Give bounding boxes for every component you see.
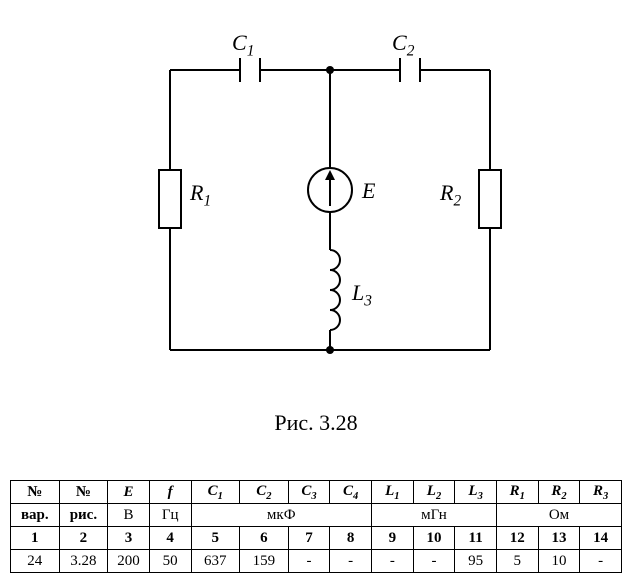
table-header-cell: L2 bbox=[413, 481, 455, 504]
table-unit-cell: мГн bbox=[372, 504, 497, 527]
table-header-cell: вар. bbox=[11, 504, 60, 527]
label-c2: C2 bbox=[392, 30, 414, 60]
table-unit-cell: мкФ bbox=[191, 504, 372, 527]
label-l3: L3 bbox=[352, 280, 372, 310]
table-header-cell: C1 bbox=[191, 481, 240, 504]
table-data-cell: - bbox=[372, 550, 414, 573]
table-data-cell: 50 bbox=[149, 550, 191, 573]
data-table: №№EfC1C2C3C4L1L2L3R1R2R3вар.рис.ВГцмкФмГ… bbox=[10, 480, 622, 573]
table-data-cell: - bbox=[413, 550, 455, 573]
table-colnum-cell: 5 bbox=[191, 527, 240, 550]
table-colnum-cell: 8 bbox=[330, 527, 372, 550]
table-colnum-cell: 10 bbox=[413, 527, 455, 550]
table-data-cell: - bbox=[288, 550, 330, 573]
table-header-cell: № bbox=[11, 481, 60, 504]
table-header-cell: C4 bbox=[330, 481, 372, 504]
node-top bbox=[326, 66, 334, 74]
label-r2: R2 bbox=[440, 180, 461, 210]
table-unit-cell: В bbox=[108, 504, 150, 527]
table-unit-cell: Ом bbox=[496, 504, 621, 527]
table-data-cell: 159 bbox=[240, 550, 289, 573]
table-header-cell: E bbox=[108, 481, 150, 504]
table-data-cell: 24 bbox=[11, 550, 60, 573]
table-colnum-cell: 14 bbox=[580, 527, 622, 550]
table-colnum-cell: 13 bbox=[538, 527, 580, 550]
table-header-cell: R1 bbox=[496, 481, 538, 504]
table-colnum-cell: 7 bbox=[288, 527, 330, 550]
figure-caption: Рис. 3.28 bbox=[0, 410, 632, 436]
table-colnum-cell: 2 bbox=[59, 527, 108, 550]
table-colnum-cell: 12 bbox=[496, 527, 538, 550]
table-colnum-cell: 1 bbox=[11, 527, 60, 550]
table-data-cell: - bbox=[580, 550, 622, 573]
table-header-cell: C3 bbox=[288, 481, 330, 504]
table-data-cell: 3.28 bbox=[59, 550, 108, 573]
table-header-cell: C2 bbox=[240, 481, 289, 504]
table-header-cell: рис. bbox=[59, 504, 108, 527]
table-colnum-cell: 9 bbox=[372, 527, 414, 550]
table-data-cell: 10 bbox=[538, 550, 580, 573]
data-table-wrap: №№EfC1C2C3C4L1L2L3R1R2R3вар.рис.ВГцмкФмГ… bbox=[10, 480, 622, 573]
label-r1: R1 bbox=[190, 180, 211, 210]
table-colnum-cell: 4 bbox=[149, 527, 191, 550]
table-header-cell: № bbox=[59, 481, 108, 504]
table-data-cell: 95 bbox=[455, 550, 497, 573]
table-data-cell: 200 bbox=[108, 550, 150, 573]
label-e: E bbox=[362, 178, 375, 204]
table-header-cell: f bbox=[149, 481, 191, 504]
table-header-cell: R2 bbox=[538, 481, 580, 504]
label-c1: C1 bbox=[232, 30, 254, 60]
table-colnum-cell: 3 bbox=[108, 527, 150, 550]
circuit-diagram: C1 C2 R1 R2 E L3 bbox=[130, 20, 530, 400]
table-header-cell: R3 bbox=[580, 481, 622, 504]
table-colnum-cell: 6 bbox=[240, 527, 289, 550]
table-colnum-cell: 11 bbox=[455, 527, 497, 550]
table-header-cell: L1 bbox=[372, 481, 414, 504]
table-unit-cell: Гц bbox=[149, 504, 191, 527]
table-data-cell: 5 bbox=[496, 550, 538, 573]
node-bottom bbox=[326, 346, 334, 354]
table-header-cell: L3 bbox=[455, 481, 497, 504]
table-data-cell: 637 bbox=[191, 550, 240, 573]
table-data-cell: - bbox=[330, 550, 372, 573]
